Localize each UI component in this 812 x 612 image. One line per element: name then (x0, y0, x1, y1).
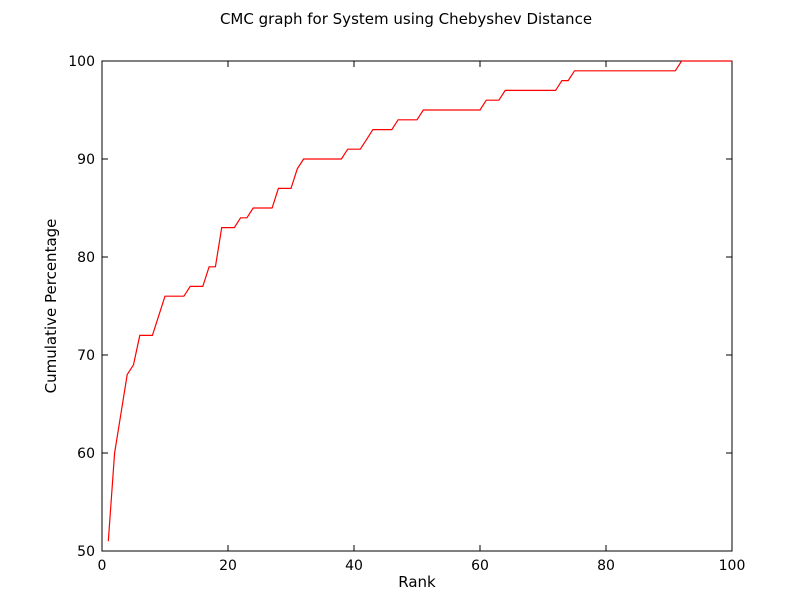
y-tick-label: 60 (77, 446, 95, 462)
x-axis-label: Rank (398, 573, 436, 591)
axis-ticks: 0 20 40 60 80 100 50 60 70 80 90 100 (68, 54, 745, 574)
x-tick-label: 60 (471, 558, 489, 574)
plot-area (101, 60, 733, 552)
y-tick-label: 70 (77, 348, 95, 364)
x-tick-label: 40 (345, 558, 363, 574)
y-axis-label: Cumulative Percentage (42, 219, 60, 394)
chart-title: CMC graph for System using Chebyshev Dis… (220, 10, 592, 28)
series-layer (107, 60, 732, 542)
y-tick-label: 80 (77, 250, 95, 266)
series-line (107, 60, 732, 542)
x-tick-label: 100 (719, 558, 746, 574)
y-tick-label: 90 (77, 152, 95, 168)
x-tick-label: 20 (219, 558, 237, 574)
y-tick-label: 100 (68, 54, 95, 70)
x-tick-label: 0 (98, 558, 107, 574)
x-tick-label: 80 (597, 558, 615, 574)
y-tick-label: 50 (77, 544, 95, 560)
